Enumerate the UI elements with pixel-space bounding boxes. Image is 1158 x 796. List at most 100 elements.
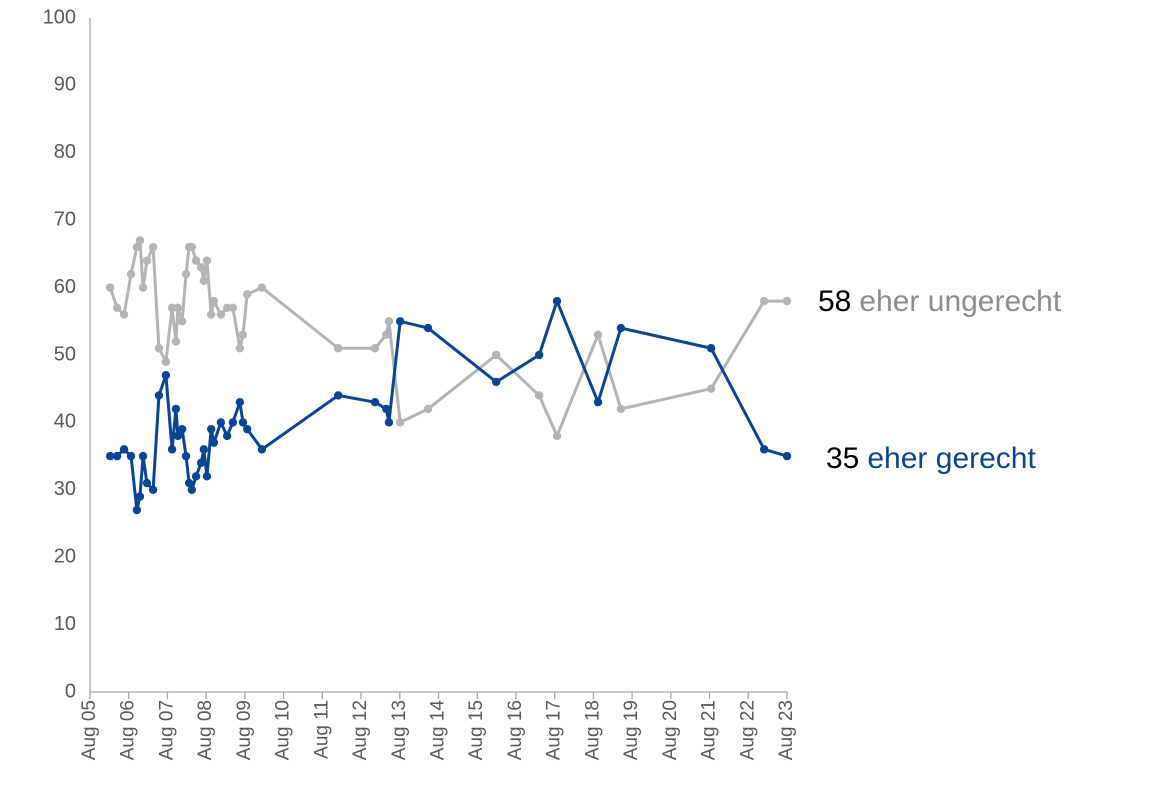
x-tick-label: Aug 05: [79, 700, 100, 760]
point: [199, 276, 209, 286]
point: [616, 404, 626, 414]
point: [135, 236, 145, 245]
point: [235, 397, 245, 407]
point: [395, 317, 405, 326]
point: [167, 445, 177, 454]
x-tick-label: Aug 10: [273, 700, 294, 760]
point: [119, 445, 129, 454]
point: [161, 371, 171, 380]
point: [759, 296, 769, 306]
end-label: 58 eher ungerecht: [818, 285, 1062, 318]
end-value: 35: [826, 442, 859, 475]
x-tick-label: Aug 23: [776, 700, 797, 760]
point: [384, 317, 394, 326]
x-tick-label: Aug 20: [660, 700, 681, 760]
point: [382, 330, 391, 339]
point: [491, 377, 501, 387]
point: [370, 397, 380, 407]
point: [382, 404, 391, 414]
point: [105, 283, 115, 292]
point: [207, 310, 216, 319]
point: [132, 505, 142, 515]
x-tick-label: Aug 09: [234, 700, 255, 760]
point: [257, 283, 267, 292]
y-tick-label: 10: [54, 613, 76, 635]
point: [228, 303, 238, 313]
point: [191, 472, 201, 481]
point: [191, 256, 201, 265]
point: [173, 303, 183, 313]
point: [209, 296, 219, 306]
point: [126, 269, 136, 279]
point: [782, 296, 792, 306]
x-tick-label: Aug 14: [428, 700, 449, 761]
x-tick-label: Aug 22: [737, 700, 758, 760]
point: [593, 330, 603, 339]
point: [706, 384, 716, 393]
point: [142, 478, 152, 488]
point: [423, 404, 433, 414]
x-tick-label: Aug 15: [466, 700, 487, 760]
point: [187, 242, 197, 252]
point: [167, 303, 177, 313]
point: [759, 445, 769, 454]
point: [148, 242, 158, 252]
point: [216, 418, 226, 427]
point: [216, 310, 226, 319]
point: [105, 451, 115, 461]
point: [534, 391, 544, 400]
point: [235, 344, 245, 353]
x-tick-label: Aug 07: [156, 700, 177, 760]
point: [384, 418, 394, 427]
point: [112, 303, 122, 313]
point: [491, 350, 501, 360]
x-tick-label: Aug 12: [350, 700, 371, 760]
y-tick-label: 30: [54, 478, 76, 500]
point: [243, 424, 252, 434]
point: [238, 330, 248, 339]
y-tick-label: 100: [43, 6, 76, 28]
y-tick-label: 40: [54, 411, 76, 433]
point: [423, 323, 433, 333]
y-tick-label: 80: [54, 141, 76, 163]
point: [135, 492, 145, 501]
point: [177, 424, 187, 434]
point: [154, 344, 164, 353]
y-tick-label: 0: [65, 680, 76, 702]
x-tick-label: Aug 11: [311, 700, 332, 759]
point: [119, 310, 129, 319]
point: [138, 283, 148, 292]
point: [534, 350, 544, 360]
point: [138, 451, 148, 461]
point: [161, 357, 171, 366]
point: [238, 418, 248, 427]
x-tick-label: Aug 18: [582, 700, 603, 760]
point: [202, 256, 212, 265]
series-line: [108, 238, 787, 438]
point: [334, 391, 343, 400]
x-tick-label: Aug 21: [699, 700, 720, 760]
end-value: 58: [818, 285, 851, 318]
x-tick-label: Aug 08: [195, 700, 216, 760]
y-tick-label: 90: [54, 74, 76, 96]
point: [202, 472, 212, 481]
point: [222, 431, 232, 441]
point: [552, 431, 562, 441]
point: [181, 269, 191, 279]
point: [706, 344, 716, 353]
point: [112, 451, 122, 461]
point: [154, 391, 164, 400]
point: [243, 290, 252, 299]
point: [196, 263, 206, 272]
point: [370, 344, 380, 353]
y-tick-label: 50: [54, 343, 76, 365]
point: [171, 337, 181, 346]
point: [395, 418, 405, 427]
series-line: [110, 299, 788, 512]
y-tick-label: 60: [54, 276, 76, 298]
point: [148, 485, 158, 494]
end-label: 35 eher gerecht: [826, 442, 1036, 475]
point: [171, 404, 181, 414]
x-tick-label: Aug 13: [389, 700, 410, 760]
point: [199, 445, 209, 454]
